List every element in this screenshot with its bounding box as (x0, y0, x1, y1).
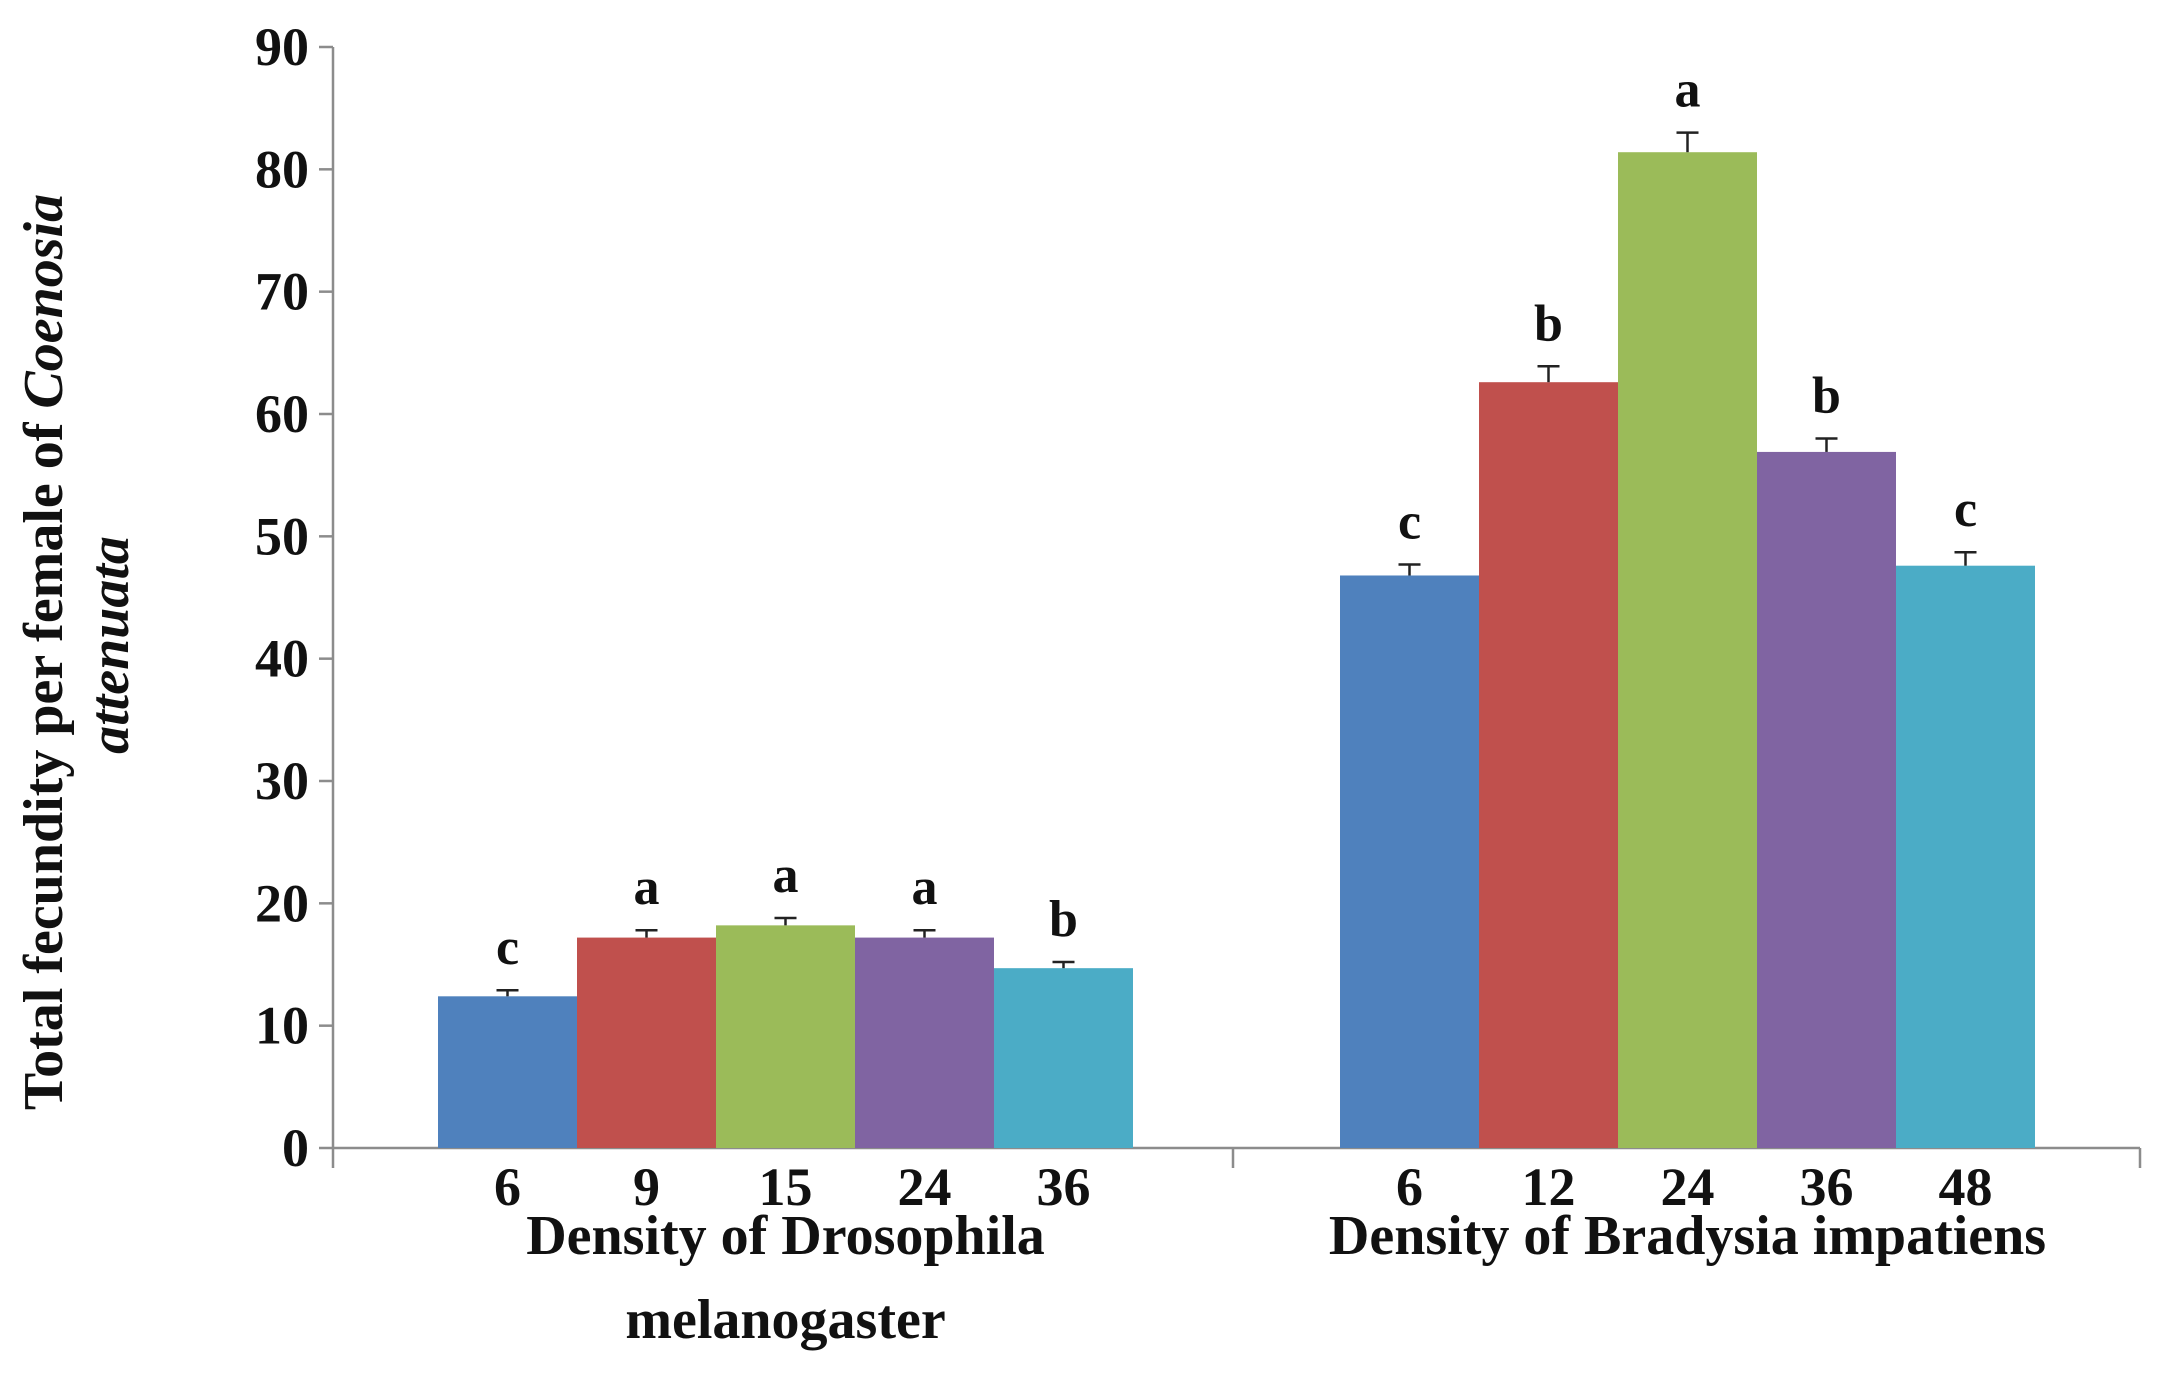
y-axis-title: Total fecundity per female of Coenosia a… (13, 180, 141, 1110)
significance-letter: c (1398, 493, 1421, 550)
bar (1757, 451, 1896, 1148)
y-axis-title-line2: attenuata (79, 536, 141, 754)
significance-letter: c (1954, 481, 1977, 538)
bar (438, 996, 577, 1148)
y-axis-title-line1: Total fecundity per female of Coenosia (13, 194, 75, 1110)
bar (1479, 382, 1618, 1148)
y-tick-label: 60 (255, 384, 309, 444)
y-tick-label: 0 (282, 1118, 309, 1178)
y-axis-title-genus: Coenosia (13, 194, 75, 409)
bar (716, 925, 855, 1148)
y-axis-title-prefix: Total fecundity per female of (13, 409, 75, 1110)
bar (855, 937, 994, 1148)
significance-letter: c (496, 919, 519, 976)
significance-letter: a (634, 859, 660, 916)
y-axis: 0 10 20 30 40 50 60 70 80 90 (255, 17, 335, 1178)
y-tick-label: 50 (255, 506, 309, 566)
x-category-label: 36 (1037, 1157, 1091, 1217)
significance-letter: b (1812, 367, 1841, 424)
x-category-label: 48 (1939, 1157, 1993, 1217)
significance-letter: b (1049, 891, 1078, 948)
bar (994, 968, 1133, 1148)
x-category-label: 6 (1396, 1157, 1423, 1217)
x-category-label: 36 (1800, 1157, 1854, 1217)
x-group-label-line2: melanogaster (625, 1289, 945, 1351)
bar (1896, 565, 2035, 1148)
y-tick-label: 70 (255, 262, 309, 322)
x-category-label: 12 (1522, 1157, 1576, 1217)
y-tick-label: 80 (255, 139, 309, 199)
significance-letter: b (1534, 295, 1563, 352)
x-category-label: 15 (759, 1157, 813, 1217)
x-category-label: 24 (1661, 1157, 1715, 1217)
bar (577, 937, 716, 1148)
bar (1340, 575, 1479, 1148)
x-group-label: Density of Bradysia impatiens (1329, 1205, 2046, 1267)
y-tick-label: 10 (255, 996, 309, 1056)
y-tick-label: 90 (255, 17, 309, 77)
significance-letter: a (912, 859, 938, 916)
x-category-label: 9 (633, 1157, 660, 1217)
bar (1618, 152, 1757, 1148)
bars (438, 131, 2035, 1148)
y-tick-label: 40 (255, 629, 309, 689)
x-category-label: 6 (494, 1157, 521, 1217)
x-category-label: 24 (898, 1157, 952, 1217)
significance-letter: a (1675, 62, 1701, 119)
significance-letter: a (773, 847, 799, 904)
x-group-label: Density of Drosophila (526, 1205, 1045, 1267)
y-tick-label: 20 (255, 873, 309, 933)
x-axis (331, 1146, 2142, 1168)
y-tick-label: 30 (255, 751, 309, 811)
